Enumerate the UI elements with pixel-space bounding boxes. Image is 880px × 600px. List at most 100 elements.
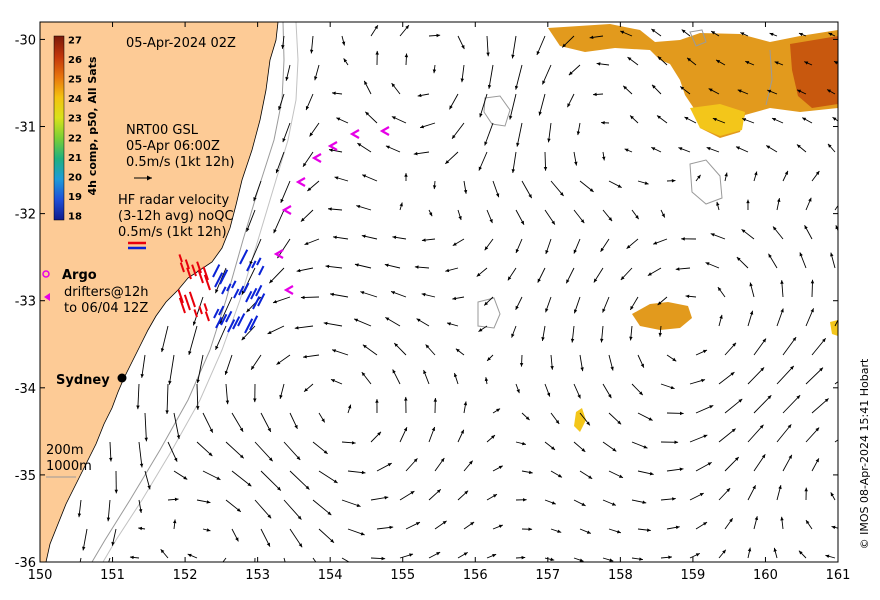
current-vector-head: [375, 50, 379, 55]
current-vector-head: [780, 280, 784, 284]
current-vector-head: [773, 226, 777, 231]
current-vector-head: [404, 173, 408, 177]
current-vector-head: [521, 555, 526, 560]
current-vector-head: [617, 420, 622, 425]
current-vector-head: [555, 419, 560, 424]
axis-ticks: 150 151 152 153 154 155 156 157 158 159 160 161 -30 -…: [15, 22, 850, 583]
current-vector-head: [522, 441, 526, 446]
current-vector-head: [392, 369, 396, 374]
current-vector-head: [420, 124, 425, 129]
current-vector-head: [680, 86, 685, 91]
current-vector-head: [385, 317, 390, 321]
y-tick-label: -36: [15, 556, 36, 571]
current-vector-head: [792, 337, 797, 342]
drifters-label-2: to 06/04 12Z: [64, 301, 148, 316]
current-vector-head: [732, 342, 736, 347]
current-vector: [231, 412, 244, 432]
current-vector-head: [361, 372, 366, 377]
current-vector-head: [828, 32, 833, 37]
current-vector-head: [413, 151, 418, 156]
current-vector-head: [442, 520, 447, 525]
current-vector-head: [649, 471, 654, 476]
current-vector-head: [242, 290, 246, 295]
radar-vector: [239, 249, 249, 265]
current-vector-head: [623, 85, 628, 90]
current-vector-head: [463, 189, 468, 194]
current-vector-head: [612, 447, 617, 452]
current-vector-head: [192, 321, 197, 326]
current-vector-head: [652, 84, 656, 89]
current-vector-head: [804, 225, 808, 230]
map-timestamp: 05-Apr-2024 02Z: [126, 36, 236, 51]
colorbar-title: 4h comp, p50, All Sats: [86, 56, 99, 195]
current-vector-head: [196, 406, 200, 410]
radar-vector: [186, 267, 192, 280]
current-vector-head: [847, 172, 851, 176]
current-vector-head: [670, 385, 675, 390]
current-vector-head: [486, 52, 490, 57]
y-tick-label: -31: [15, 121, 36, 136]
current-vector-head: [236, 508, 241, 512]
current-vector-head: [416, 318, 421, 322]
current-vector-head: [463, 401, 468, 406]
current-vector-head: [196, 379, 200, 384]
current-vector-head: [281, 44, 285, 49]
current-vector-head: [449, 105, 453, 110]
current-vector-head: [797, 89, 802, 93]
current-vector-head: [760, 367, 765, 372]
current-vector-head: [639, 557, 643, 561]
radar-vector: [188, 291, 196, 308]
current-vector-head: [294, 424, 298, 429]
current-vector-head: [651, 28, 656, 33]
current-vector-head: [511, 54, 515, 59]
current-vector-head: [305, 485, 310, 490]
current-vector-head: [543, 167, 548, 171]
current-vector-head: [479, 113, 483, 118]
current-vector-head: [445, 268, 450, 273]
current-vector-head: [657, 56, 662, 61]
current-vector-head: [545, 308, 549, 313]
current-vector-head: [730, 372, 735, 376]
current-vector-head: [699, 493, 704, 497]
current-vector: [841, 464, 848, 471]
current-vector-head: [589, 188, 594, 192]
colorbar-tick-label: 24: [68, 94, 82, 105]
current-vector-head: [661, 213, 665, 218]
current-vector: [108, 557, 111, 562]
current-vector-head: [651, 147, 656, 151]
current-vector-head: [328, 207, 332, 211]
current-vector-head: [267, 514, 272, 519]
current-vector-head: [542, 80, 546, 85]
current-vector-head: [586, 421, 590, 426]
current-vector-head: [558, 474, 562, 478]
x-tick-label: 160: [753, 568, 778, 583]
current-vectors: [77, 24, 851, 562]
current-vector: [782, 336, 797, 356]
current-vector-head: [754, 516, 759, 521]
current-vector-head: [323, 450, 328, 454]
current-vector-head: [538, 111, 542, 116]
current-vector-head: [657, 301, 662, 305]
current-vector-head: [392, 235, 397, 240]
current-vector-head: [425, 344, 430, 349]
current-vector-head: [309, 49, 314, 54]
current-vector-head: [168, 380, 172, 385]
current-vector: [511, 35, 517, 59]
current-vector-head: [215, 289, 219, 294]
current-vector-head: [596, 62, 601, 66]
current-vector-head: [188, 350, 192, 355]
current-vector-head: [815, 171, 820, 175]
current-vector-head: [365, 111, 370, 116]
current-vector-head: [362, 344, 367, 349]
current-vector-head: [609, 558, 614, 562]
current-vector-head: [588, 475, 593, 479]
current-vector: [225, 441, 245, 459]
current-vector-head: [360, 291, 365, 295]
current-vector-head: [321, 418, 325, 423]
current-vector-head: [391, 116, 396, 120]
current-vector-head: [736, 146, 741, 150]
current-vector-head: [550, 365, 554, 370]
current-vector-head: [296, 268, 301, 273]
radar-vector: [258, 265, 265, 276]
current-vector-head: [484, 141, 488, 146]
